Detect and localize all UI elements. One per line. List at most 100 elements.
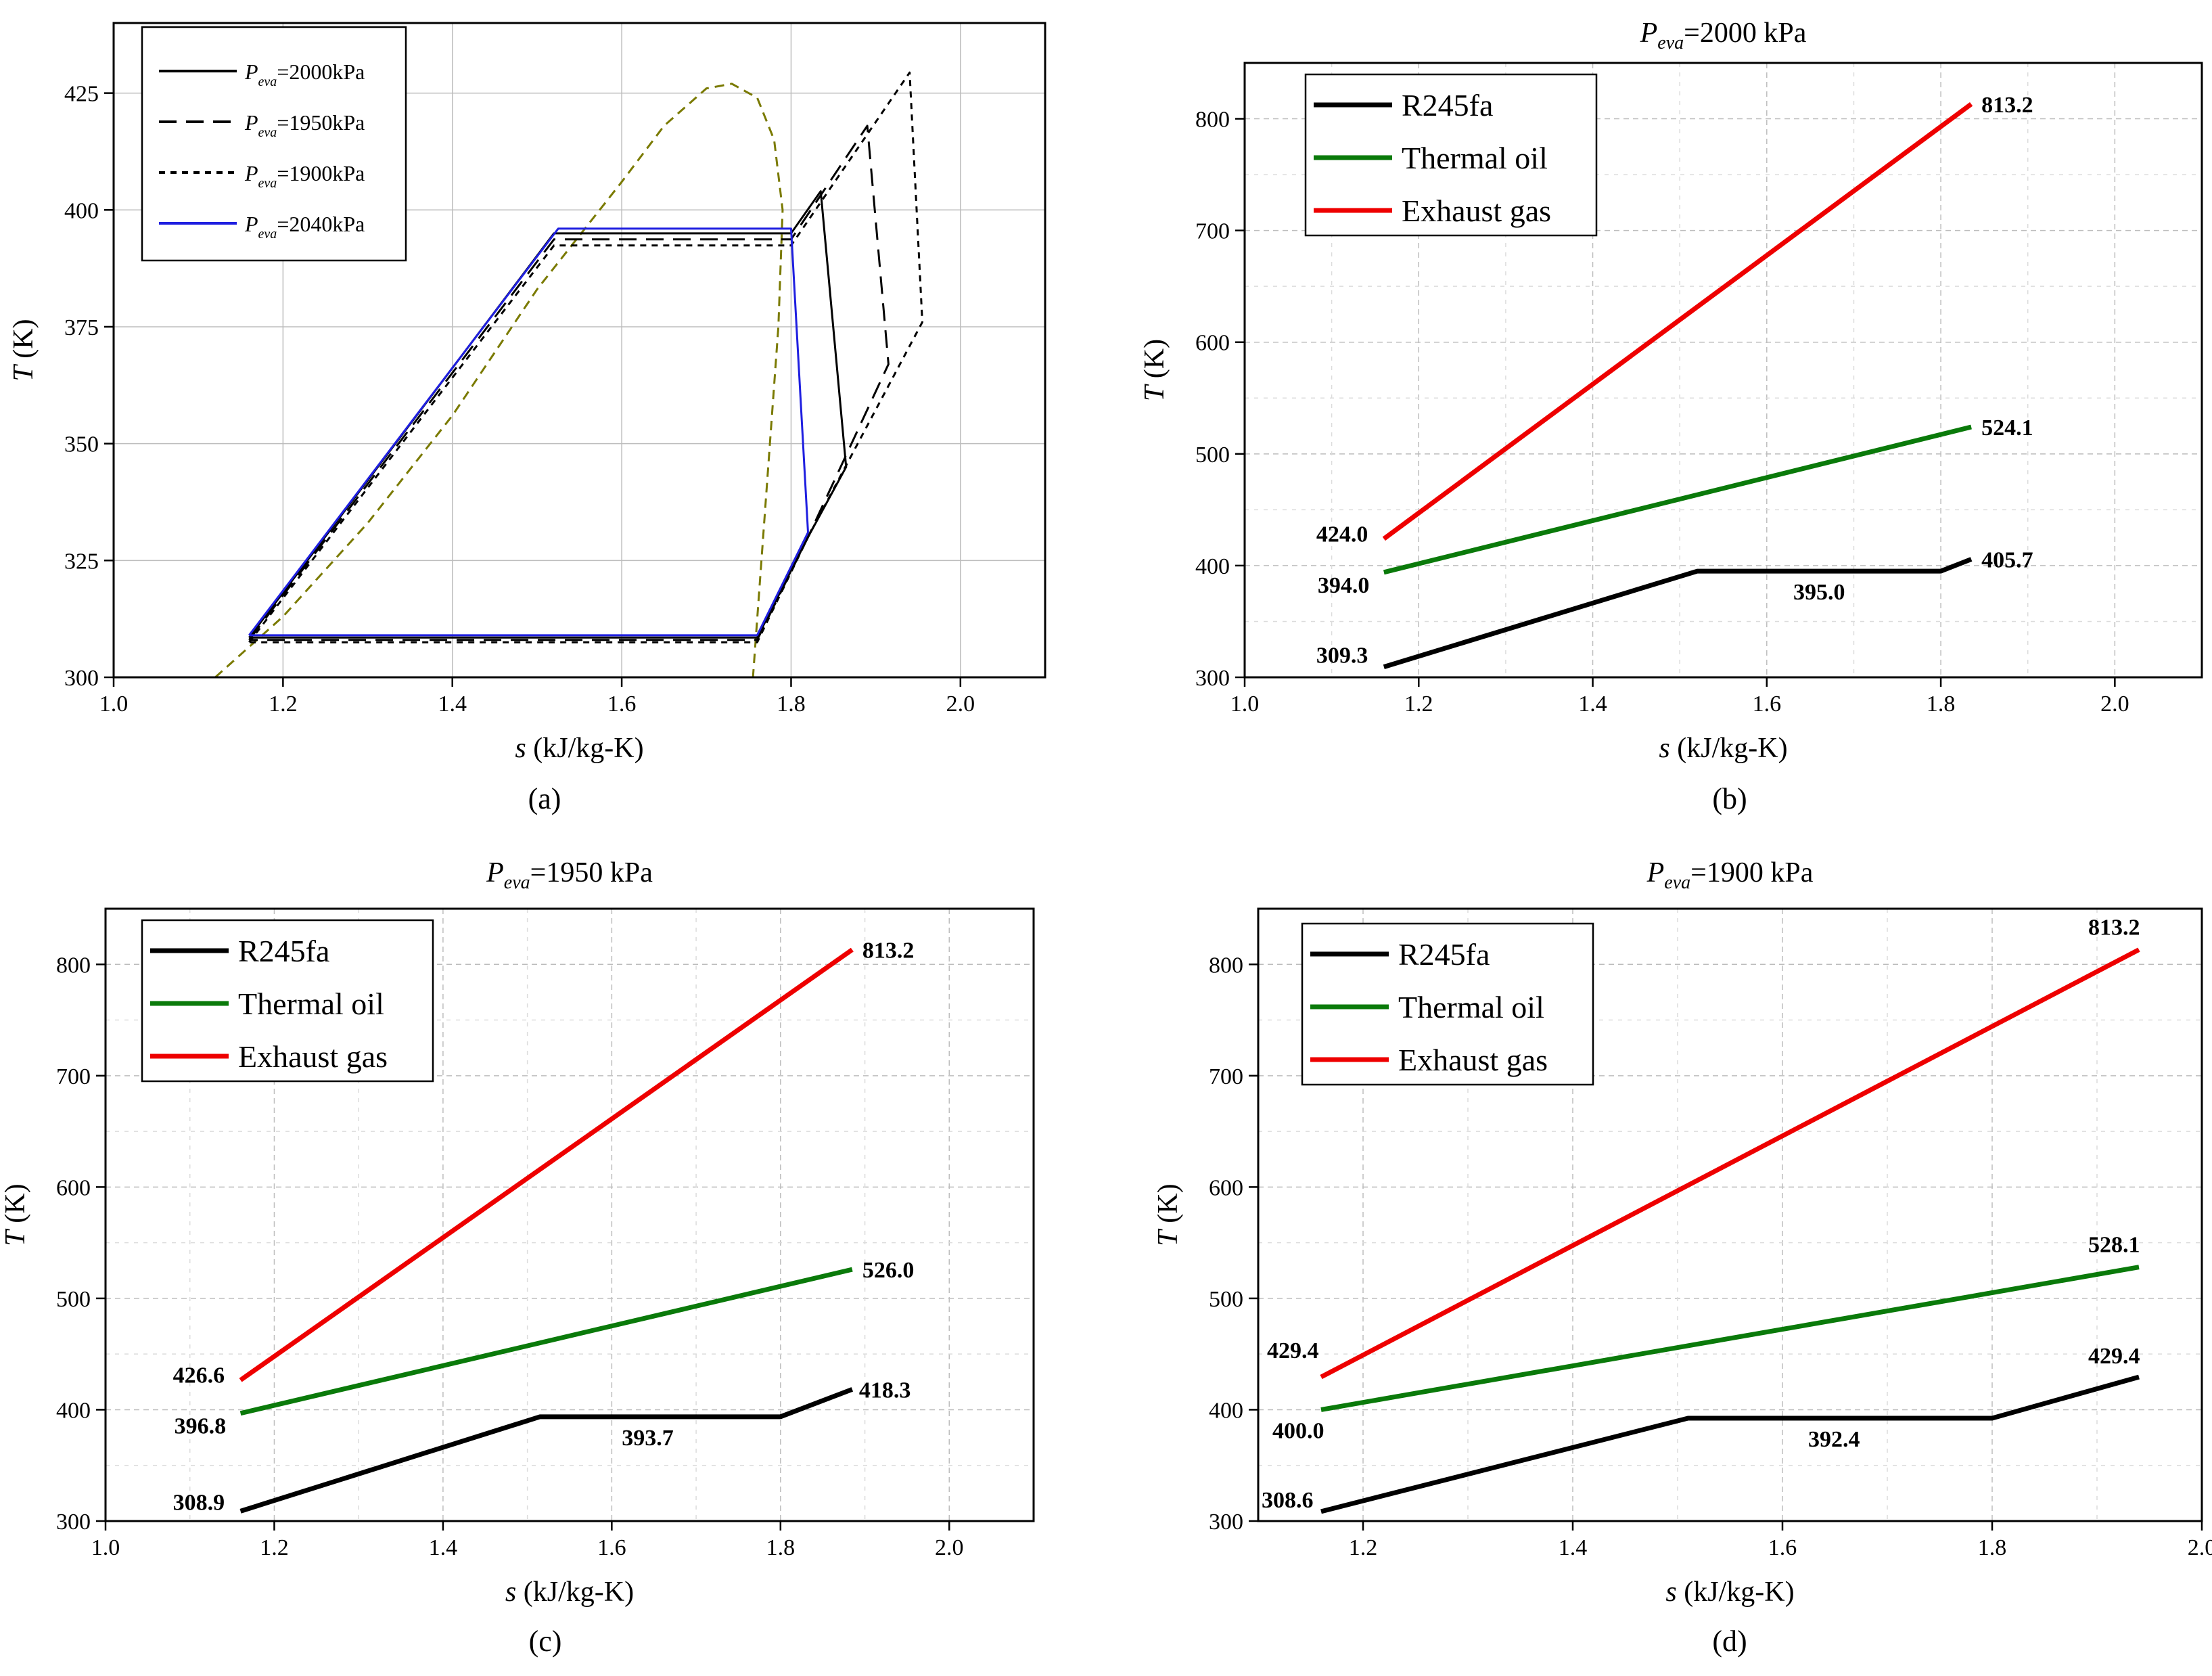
y-axis-label: T (K) (0, 1183, 31, 1246)
x-tick-label: 1.4 (438, 692, 467, 717)
chart-panel-a: 1.0 1.2 1.4 1.6 1.8 2.0 300 325 350 375 400 425 s (k… (8, 22, 1046, 815)
y-tick-label: 800 (1209, 953, 1243, 978)
x-axis-label: s (kJ/kg-K) (515, 733, 643, 764)
data-label: 526.0 (862, 1258, 915, 1283)
data-label: 400.0 (1272, 1418, 1324, 1443)
y-tick-label: 700 (56, 1064, 91, 1089)
data-label: 405.7 (1981, 547, 2033, 572)
data-label: 308.9 (173, 1490, 225, 1515)
y-tick-label: 325 (64, 549, 99, 574)
data-label: 309.3 (1316, 643, 1368, 669)
chart-title: Peva=1900 kPa (1646, 857, 1814, 893)
axis-ticks: 1.2 1.4 1.6 1.8 2.0 300 400 500 600 700 800 (1209, 953, 2212, 1560)
series-line-p-2000kpa (248, 190, 848, 639)
plot-frame (1243, 62, 2203, 679)
series-line-r245fa (239, 1387, 854, 1514)
x-tick-label: 2.0 (935, 1535, 964, 1560)
chart-panel-d: 1.2 1.4 1.6 1.8 2.0 300 400 500 600 700 800 s (kJ/k… (1153, 857, 2212, 1658)
series-line-exhaust-gas (1320, 947, 2140, 1380)
x-tick-label: 1.8 (1927, 692, 1956, 717)
y-tick-label: 400 (56, 1398, 91, 1423)
x-tick-label: 1.4 (1578, 692, 1607, 717)
series-line-r245fa (1383, 557, 1973, 669)
y-tick-label: 300 (56, 1510, 91, 1535)
data-label: 813.2 (1981, 93, 2033, 118)
x-tick-label: 2.0 (946, 692, 975, 717)
legend-entry: Peva=1900kPa (244, 161, 365, 191)
y-axis-label: T (K) (1153, 1183, 1184, 1246)
plot-frame (1257, 907, 2203, 1522)
y-tick-label: 425 (64, 82, 99, 107)
x-axis-label: s (kJ/kg-K) (505, 1577, 634, 1608)
y-tick-label: 375 (64, 315, 99, 340)
legend-entry: Peva=2000kPa (244, 60, 365, 89)
legend-entry: Exhaust gas (1402, 194, 1551, 228)
series-line-p-1900kpa (248, 71, 923, 643)
gridlines (1245, 63, 2202, 677)
series-line-thermal-oil (239, 1267, 853, 1416)
y-tick-label: 600 (56, 1175, 91, 1200)
panel-label: (b) (1712, 782, 1747, 815)
chart-panel-b: 1.0 1.2 1.4 1.6 1.8 2.0 300 400 500 600 700 800 s (k… (1139, 18, 2203, 815)
y-tick-label: 300 (1209, 1510, 1243, 1535)
axis-ticks: 1.0 1.2 1.4 1.6 1.8 2.0 300 325 350 375 400 425 (64, 82, 975, 717)
legend-entry: Thermal oil (238, 987, 384, 1021)
legend-box (141, 26, 407, 262)
y-axis-label: T (K) (8, 319, 39, 381)
legend-entry: Peva=1950kPa (244, 110, 365, 140)
y-tick-label: 800 (56, 953, 91, 978)
legend-entry: Exhaust gas (1398, 1043, 1548, 1077)
series-line-thermal-oil (1383, 424, 1972, 575)
x-tick-label: 1.2 (269, 692, 298, 717)
data-label: 813.2 (862, 938, 915, 964)
legend: R245fa Thermal oil Exhaust gas (141, 919, 434, 1083)
x-tick-label: 1.4 (1559, 1535, 1588, 1560)
legend-entry: R245fa (238, 934, 329, 968)
series-line-p-2040kpa (248, 227, 809, 637)
data-label: 418.3 (859, 1378, 911, 1403)
axis-ticks: 1.0 1.2 1.4 1.6 1.8 2.0 300 400 500 600 700 800 (1195, 108, 2129, 717)
x-tick-label: 1.2 (1404, 692, 1433, 717)
panel-label: (d) (1712, 1625, 1747, 1658)
series-line-p-1950kpa (248, 124, 890, 641)
y-tick-label: 600 (1195, 331, 1230, 356)
y-tick-label: 400 (64, 198, 99, 223)
data-label: 528.1 (2088, 1233, 2140, 1258)
y-tick-label: 300 (64, 666, 99, 691)
y-tick-label: 500 (1195, 443, 1230, 468)
x-tick-label: 1.6 (597, 1535, 626, 1560)
y-tick-label: 700 (1195, 219, 1230, 244)
chart-title: Peva=2000 kPa (1640, 18, 1807, 53)
legend: R245fa Thermal oil Exhaust gas (1301, 922, 1594, 1086)
x-tick-label: 1.0 (91, 1535, 120, 1560)
x-tick-label: 2.0 (2100, 692, 2129, 717)
x-tick-label: 1.4 (429, 1535, 458, 1560)
x-tick-label: 1.6 (1768, 1535, 1797, 1560)
legend-entry: R245fa (1402, 88, 1493, 122)
data-label: 308.6 (1262, 1488, 1314, 1513)
x-tick-label: 1.8 (1978, 1535, 2007, 1560)
x-tick-label: 2.0 (2188, 1535, 2212, 1560)
legend: R245fa Thermal oil Exhaust gas (1304, 73, 1598, 237)
series-line-thermal-oil (1320, 1265, 2140, 1412)
legend-entry: Exhaust gas (238, 1039, 388, 1074)
legend-entry: Thermal oil (1398, 990, 1544, 1024)
data-label: 392.4 (1808, 1427, 1860, 1452)
plot-frame (104, 907, 1035, 1522)
legend-entry: R245fa (1398, 937, 1490, 972)
data-label: 524.1 (1981, 415, 2033, 440)
legend-entry: Peva=2040kPa (244, 212, 365, 242)
series-line-r245fa (1320, 1374, 2140, 1514)
y-tick-label: 500 (56, 1287, 91, 1312)
y-tick-label: 600 (1209, 1175, 1243, 1200)
legend-entry: Thermal oil (1402, 141, 1548, 175)
y-tick-label: 800 (1195, 108, 1230, 133)
chart-title: Peva=1950 kPa (486, 857, 653, 893)
data-label: 429.4 (2088, 1344, 2140, 1369)
data-label: 394.0 (1318, 573, 1370, 598)
chart-panel-c: 1.0 1.2 1.4 1.6 1.8 2.0 300 400 500 600 700 800 s (k… (0, 857, 1035, 1658)
data-label: 393.7 (622, 1426, 674, 1451)
saturation-dome-curve (214, 83, 784, 679)
x-tick-label: 1.2 (1349, 1535, 1378, 1560)
